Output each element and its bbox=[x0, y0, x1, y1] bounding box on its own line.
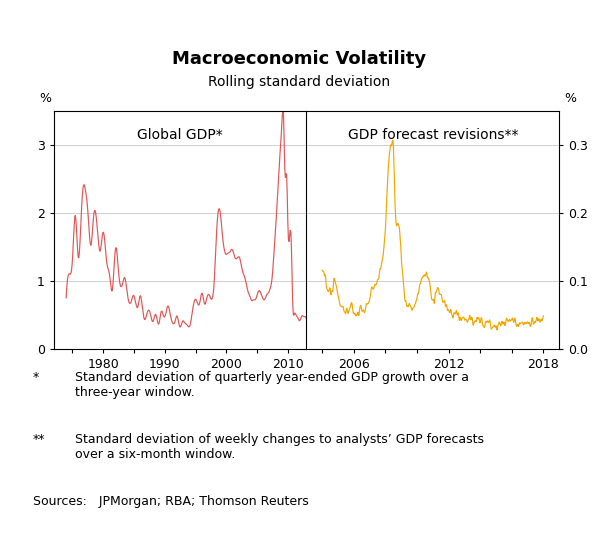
Text: *: * bbox=[33, 371, 39, 384]
Text: %: % bbox=[564, 92, 576, 105]
Text: Macroeconomic Volatility: Macroeconomic Volatility bbox=[172, 50, 426, 68]
Text: %: % bbox=[39, 92, 51, 105]
Text: Rolling standard deviation: Rolling standard deviation bbox=[208, 75, 390, 89]
Text: GDP forecast revisions**: GDP forecast revisions** bbox=[347, 128, 518, 142]
Text: Sources:   JPMorgan; RBA; Thomson Reuters: Sources: JPMorgan; RBA; Thomson Reuters bbox=[33, 495, 309, 508]
Text: Standard deviation of quarterly year-ended GDP growth over a
three-year window.: Standard deviation of quarterly year-end… bbox=[75, 371, 469, 399]
Text: Global GDP*: Global GDP* bbox=[138, 128, 223, 142]
Text: Standard deviation of weekly changes to analysts’ GDP forecasts
over a six-month: Standard deviation of weekly changes to … bbox=[75, 433, 484, 461]
Text: **: ** bbox=[33, 433, 45, 446]
